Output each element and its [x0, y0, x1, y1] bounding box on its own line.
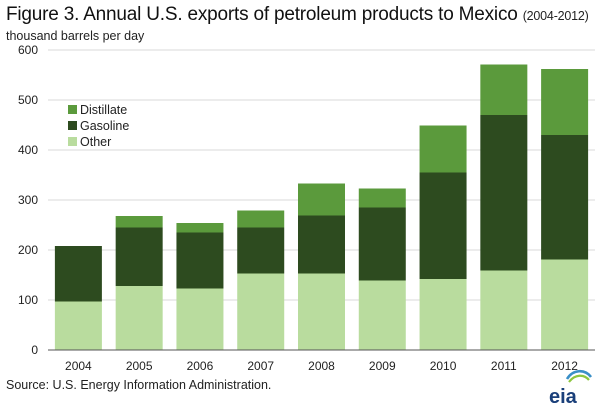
legend-label-other: Other: [80, 135, 111, 149]
legend-label-gasoline: Gasoline: [80, 119, 129, 133]
x-tick-label: 2006: [187, 359, 214, 373]
x-tick-label: 2005: [126, 359, 153, 373]
bar-segment-gasoline: [115, 227, 163, 286]
bar-segment-other: [419, 279, 467, 350]
x-tick-label: 2011: [491, 359, 517, 373]
bar-segment-other: [176, 288, 224, 350]
axes: 0 100 200 300 400 500 600 2004 2005 2006 2007 2008 2…: [18, 43, 595, 373]
x-tick-label: 2012: [551, 359, 578, 373]
legend-swatch-gasoline: [68, 121, 77, 130]
y-tick-label: 500: [18, 93, 38, 107]
y-tick-label: 200: [18, 243, 38, 257]
bar-segment-other: [480, 270, 528, 350]
source-note: Source: U.S. Energy Information Administ…: [6, 378, 272, 392]
bar-segment-other: [237, 273, 285, 350]
legend: Distillate Gasoline Other: [68, 103, 129, 149]
bar-segment-distillate: [480, 64, 528, 115]
legend-swatch-distillate: [68, 105, 77, 114]
y-tick-label: 600: [18, 43, 38, 57]
y-tick-label: 400: [18, 143, 38, 157]
bar-segment-other: [115, 286, 163, 350]
bar-segment-gasoline: [298, 215, 345, 274]
eia-logo: eia: [549, 369, 593, 407]
x-tick-label: 2007: [247, 359, 274, 373]
chart-title-years: (2004-2012): [522, 9, 589, 23]
bar-segment-gasoline: [54, 246, 102, 302]
x-tick-label: 2004: [65, 359, 92, 373]
bar-segment-other: [541, 259, 589, 350]
y-tick-label: 0: [31, 343, 38, 357]
bar-segment-other: [358, 280, 406, 350]
chart-title: Figure 3. Annual U.S. exports of petrole…: [6, 4, 589, 26]
x-tick-label: 2008: [308, 359, 335, 373]
bars: [54, 64, 589, 350]
bar-segment-distillate: [419, 125, 467, 173]
bar-segment-distillate: [176, 223, 224, 233]
y-tick-label: 300: [18, 193, 38, 207]
bar-segment-distillate: [298, 183, 345, 216]
bar-segment-other: [298, 273, 345, 350]
y-tick-label: 100: [18, 293, 38, 307]
chart-title-text: Figure 3. Annual U.S. exports of petrole…: [6, 4, 518, 25]
bar-segment-gasoline: [176, 232, 224, 289]
legend-swatch-other: [68, 137, 77, 146]
bar-segment-gasoline: [419, 172, 467, 279]
y-axis-unit-label: thousand barrels per day: [6, 29, 145, 43]
x-tick-label: 2009: [369, 359, 396, 373]
bar-segment-distillate: [541, 69, 589, 135]
bar-segment-distillate: [115, 216, 163, 228]
bar-segment-distillate: [358, 188, 406, 208]
bar-segment-gasoline: [237, 227, 285, 274]
bar-segment-other: [54, 301, 102, 350]
bar-segment-gasoline: [358, 207, 406, 281]
bar-segment-gasoline: [541, 135, 589, 260]
legend-label-distillate: Distillate: [80, 103, 127, 117]
x-tick-label: 2010: [430, 359, 457, 373]
eia-logo-text: eia: [549, 386, 578, 407]
bar-segment-distillate: [237, 210, 285, 228]
bar-segment-gasoline: [480, 115, 528, 271]
